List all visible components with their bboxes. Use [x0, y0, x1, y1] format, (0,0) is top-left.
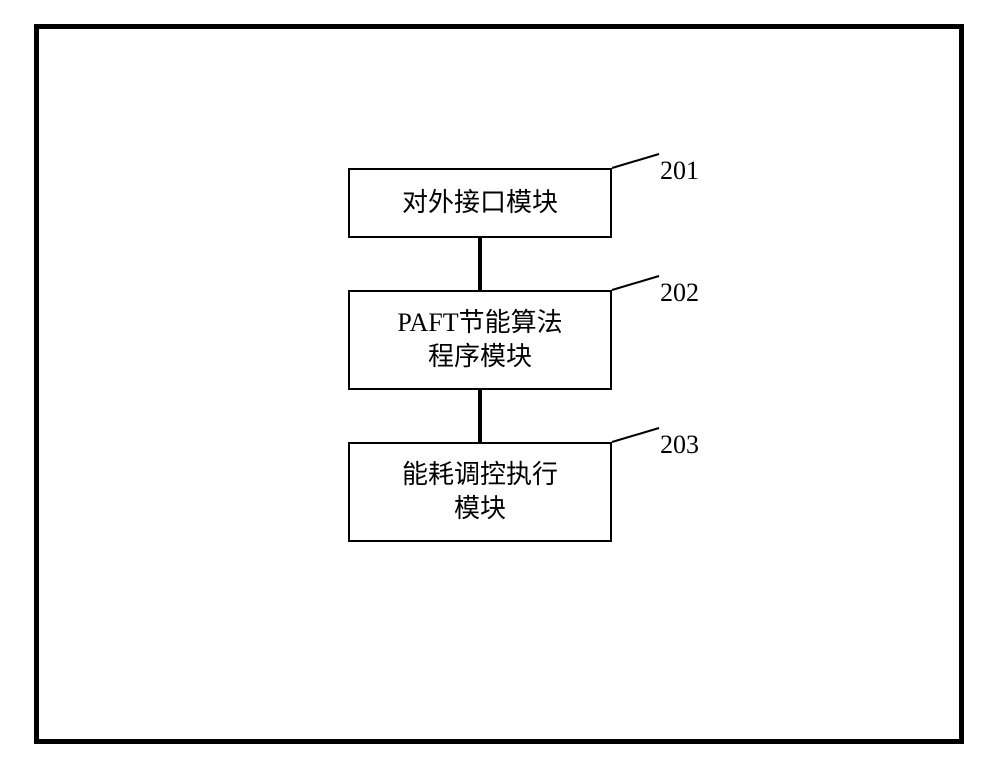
- ref-label-n1: 201: [660, 156, 699, 186]
- node-box-n3: 能耗调控执行 模块: [348, 442, 612, 542]
- connector-1: [478, 238, 482, 290]
- node-label-n3: 能耗调控执行 模块: [402, 458, 558, 526]
- node-box-n2: PAFT节能算法 程序模块: [348, 290, 612, 390]
- ref-label-n2: 202: [660, 278, 699, 308]
- node-box-n1: 对外接口模块: [348, 168, 612, 238]
- ref-label-n3: 203: [660, 430, 699, 460]
- node-label-n2: PAFT节能算法 程序模块: [397, 306, 562, 374]
- connector-2: [478, 390, 482, 442]
- node-label-n1: 对外接口模块: [402, 186, 558, 220]
